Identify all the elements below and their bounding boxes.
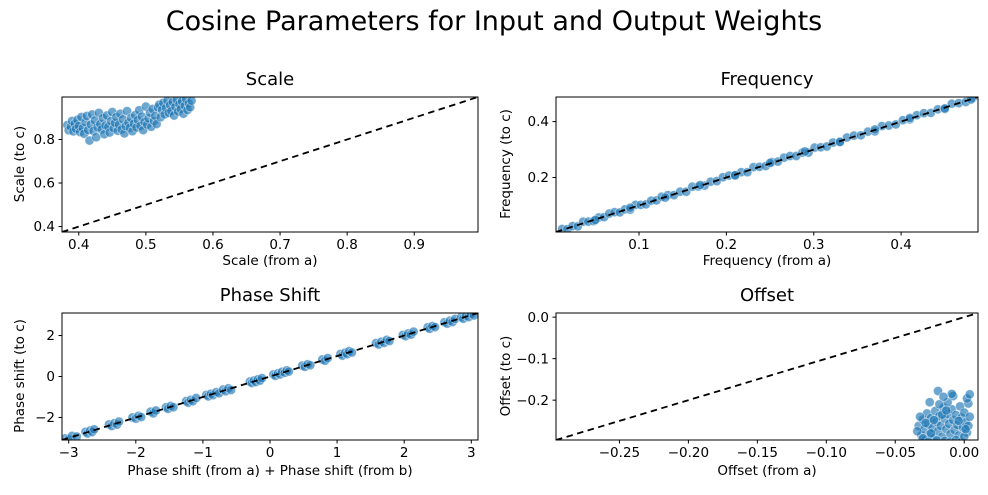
identity-line [61, 312, 479, 441]
x-tick-label: 0.00 [949, 445, 979, 461]
y-tick-label: 0.2 [528, 170, 549, 186]
ylabel-frequency: Frequency (to c) [498, 109, 514, 219]
y-tick-label: 0 [46, 369, 55, 385]
y-tick-label: 0.4 [34, 219, 55, 235]
axes-frame [555, 96, 979, 233]
plot-area [555, 312, 979, 441]
subplot-phase-shift: −3 −2 −1 0 1 2 3 −2 0 2 [35, 312, 479, 461]
subplot-scale: 0.4 0.5 0.6 0.7 0.8 0.9 0.4 0.6 0.8 [34, 96, 479, 253]
y-tick-label: −2 [35, 410, 55, 426]
identity-line [61, 96, 479, 233]
y-tick-label: 0.6 [34, 176, 55, 192]
ylabel-scale: Scale (to c) [12, 125, 28, 203]
x-tick-label: −0.10 [806, 445, 847, 461]
subplot-frequency: 0.1 0.2 0.3 0.4 0.2 0.4 [528, 96, 979, 253]
x-tick-label: 2 [400, 445, 409, 461]
plot-area [61, 96, 479, 233]
x-tick-label: −1 [193, 445, 213, 461]
plot-area [61, 312, 479, 441]
x-tick-label: 3 [467, 445, 476, 461]
subplot-title-offset: Offset [739, 285, 795, 306]
x-tick-label: 0.9 [404, 237, 425, 253]
x-tick-label: 0.4 [890, 237, 911, 253]
x-tick-label: −0.05 [875, 445, 916, 461]
x-tick-label: 0.2 [716, 237, 737, 253]
plot-area [555, 96, 979, 233]
subplot-title-phase-shift: Phase Shift [219, 285, 321, 306]
xlabel-phase-shift: Phase shift (from a) + Phase shift (from… [127, 463, 413, 479]
x-tick-label: 1 [333, 445, 342, 461]
x-tick-label: 0.6 [202, 237, 223, 253]
x-tick-label: 0.5 [135, 237, 156, 253]
x-tick-label: −0.15 [737, 445, 778, 461]
y-tick-label: 2 [46, 328, 55, 344]
x-tick-label: 0 [266, 445, 275, 461]
x-tick-label: −0.25 [599, 445, 640, 461]
x-tick-label: −3 [59, 445, 79, 461]
y-tick-label: −0.1 [516, 351, 549, 367]
x-tick-label: 0.8 [336, 237, 357, 253]
x-tick-label: −2 [126, 445, 146, 461]
y-tick-label: 0.8 [34, 132, 55, 148]
x-tick-label: 0.1 [628, 237, 649, 253]
xlabel-scale: Scale (from a) [222, 253, 318, 269]
x-tick-label: −0.20 [668, 445, 709, 461]
x-tick-label: 0.3 [803, 237, 824, 253]
y-tick-label: 0.4 [528, 114, 549, 130]
subplot-offset: −0.25 −0.20 −0.15 −0.10 −0.05 0.00 0.0 −0.1 −0.2 [516, 310, 979, 461]
ylabel-offset: Offset (to c) [498, 335, 514, 417]
scatter-points [912, 386, 975, 441]
figure-suptitle: Cosine Parameters for Input and Output W… [165, 6, 823, 37]
ylabel-phase-shift: Phase shift (to c) [12, 319, 28, 433]
axes-frame [61, 96, 479, 233]
subplot-title-frequency: Frequency [720, 69, 814, 90]
y-tick-label: −0.2 [516, 393, 549, 409]
subplot-title-scale: Scale [245, 69, 295, 90]
xlabel-offset: Offset (from a) [717, 463, 817, 479]
scatter-points [62, 96, 197, 146]
axes-frame [555, 312, 979, 441]
identity-line [555, 96, 979, 233]
x-tick-label: 0.4 [68, 237, 89, 253]
y-tick-label: 0.0 [528, 310, 549, 326]
scatter-points [61, 312, 479, 441]
x-tick-label: 0.7 [269, 237, 290, 253]
xlabel-frequency: Frequency (from a) [702, 253, 832, 269]
identity-line [555, 312, 979, 441]
